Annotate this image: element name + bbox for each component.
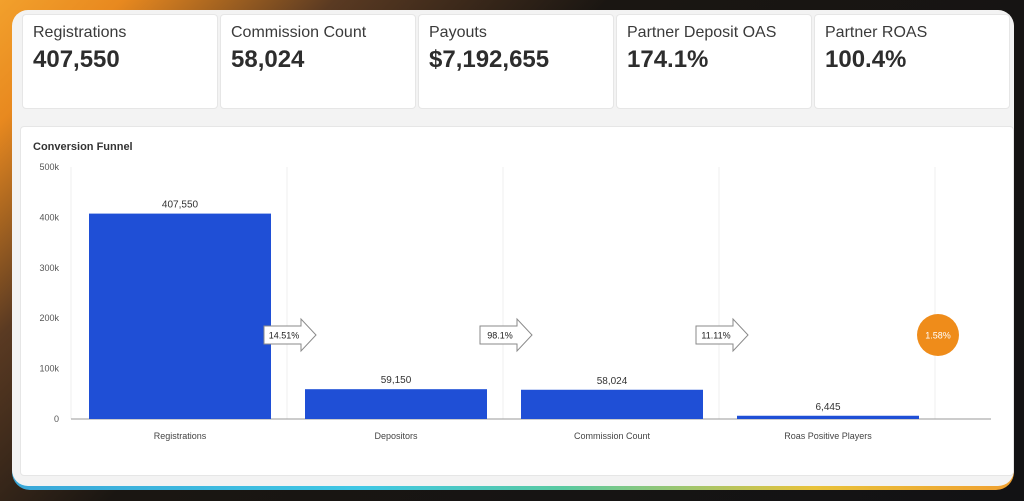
- kpi-card-registrations[interactable]: Registrations 407,550: [22, 14, 218, 109]
- kpi-label: Partner Deposit OAS: [627, 24, 777, 41]
- kpi-label: Commission Count: [231, 24, 367, 41]
- conversion-rate-label: 98.1%: [487, 331, 513, 341]
- conversion-arrow: [263, 317, 317, 353]
- kpi-card-commission-count[interactable]: Commission Count 58,024: [220, 14, 416, 109]
- bar-value-label: 407,550: [162, 200, 199, 211]
- y-tick-label: 400k: [39, 212, 59, 222]
- chart-title: Conversion Funnel: [33, 141, 133, 153]
- funnel-bar: [737, 415, 919, 419]
- bar-value-label: 58,024: [597, 376, 628, 387]
- bar-value-label: 59,150: [381, 375, 412, 386]
- y-tick-label: 100k: [39, 364, 59, 374]
- kpi-value: 407,550: [33, 46, 120, 73]
- conversion-arrow: [479, 317, 533, 353]
- kpi-card-partner-deposit-oas[interactable]: Partner Deposit OAS 174.1%: [616, 14, 812, 109]
- category-label: Depositors: [374, 431, 418, 441]
- funnel-bar: [521, 389, 703, 419]
- kpi-value: $7,192,655: [429, 46, 550, 73]
- kpi-value: 100.4%: [825, 46, 907, 73]
- y-tick-label: 200k: [39, 313, 59, 323]
- y-tick-label: 0: [54, 414, 59, 424]
- dashboard-frame: Registrations 407,550 Commission Count 5…: [12, 10, 1014, 490]
- conversion-rate-label: 14.51%: [269, 331, 300, 341]
- kpi-label: Payouts: [429, 24, 487, 41]
- kpi-label: Partner ROAS: [825, 24, 928, 41]
- funnel-bar: [89, 213, 271, 419]
- y-tick-label: 300k: [39, 263, 59, 273]
- category-label: Roas Positive Players: [784, 431, 872, 441]
- category-label: Registrations: [154, 431, 207, 441]
- kpi-value: 174.1%: [627, 46, 709, 73]
- conversion-funnel-chart: 0 100k 200k 300k 400k 500k 407,550 Registration…: [39, 162, 991, 441]
- kpi-card-payouts[interactable]: Payouts $7,192,655: [418, 14, 614, 109]
- final-conversion-badge: [917, 314, 959, 356]
- kpi-card-partner-roas[interactable]: Partner ROAS 100.4%: [814, 14, 1010, 109]
- category-label: Commission Count: [574, 431, 651, 441]
- dashboard-panel: Registrations 407,550 Commission Count 5…: [12, 10, 1014, 486]
- bar-value-label: 6,445: [815, 402, 840, 413]
- conversion-funnel-card: Conversion Funnel 0 100k 200k 300k 400k 500k 4…: [20, 126, 1014, 476]
- conversion-arrow: [695, 317, 749, 353]
- kpi-value: 58,024: [231, 46, 305, 73]
- conversion-rate-label: 11.11%: [701, 331, 730, 341]
- funnel-bar: [305, 389, 487, 419]
- y-tick-label: 500k: [39, 162, 59, 172]
- final-conversion-label: 1.58%: [925, 331, 951, 341]
- kpi-label: Registrations: [33, 24, 127, 41]
